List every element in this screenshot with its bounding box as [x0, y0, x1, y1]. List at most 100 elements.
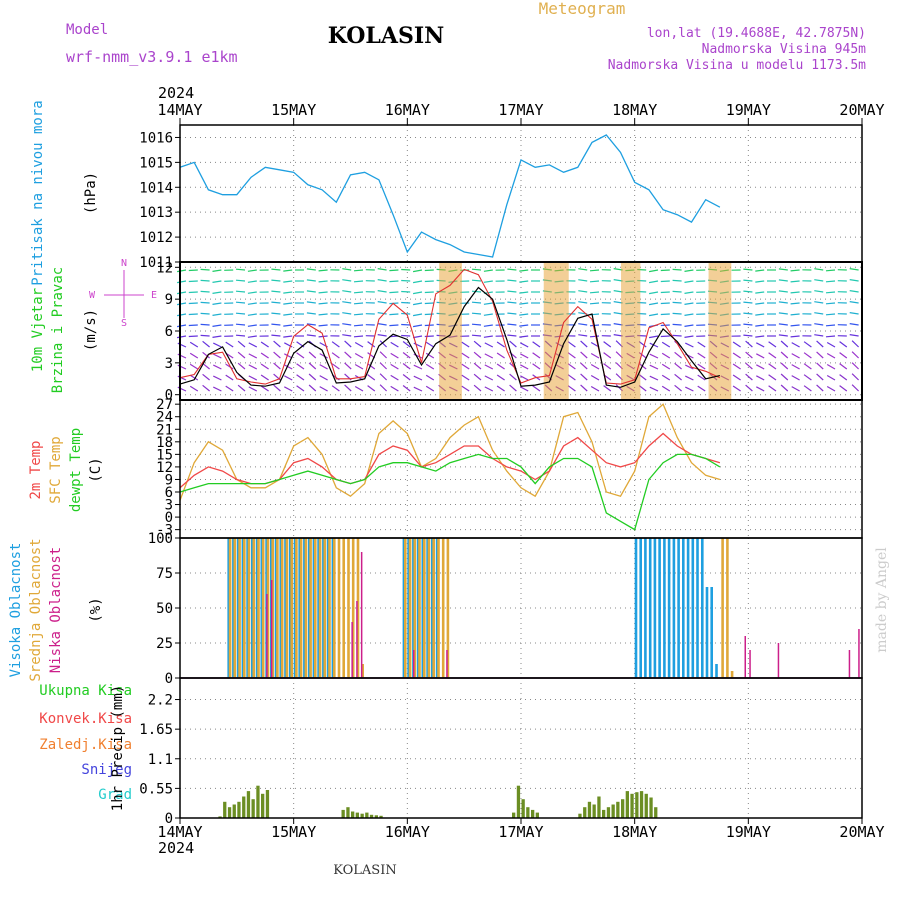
wind-barb: [188, 291, 198, 294]
wind-barb: [532, 363, 541, 370]
cloud-bar-1: [721, 538, 724, 678]
wind-barb: [520, 342, 529, 348]
date-label-bottom: 15MAY: [271, 823, 316, 841]
wind-barb: [814, 323, 824, 326]
wind-barb: [580, 351, 588, 359]
precip-bar: [251, 799, 255, 818]
wind-barb: [732, 385, 741, 392]
cloud-bar-0: [232, 538, 235, 678]
wind-barb: [791, 342, 800, 348]
date-label-bottom: 19MAY: [726, 823, 771, 841]
wind-band: [439, 262, 462, 400]
wind-barb: [790, 313, 800, 316]
wind-barb: [389, 280, 399, 283]
cloud-bar-1: [347, 538, 350, 678]
ytick-label-precip: 1.65: [139, 722, 173, 738]
wind-barb: [354, 385, 364, 392]
wind-barb: [212, 280, 222, 283]
ytick-label-temperature: 9: [165, 472, 173, 488]
wind-barb: [685, 386, 694, 392]
wind-barb: [484, 375, 494, 381]
wind-barb: [803, 385, 812, 392]
precip-bar: [592, 804, 596, 818]
wind-barb: [202, 384, 210, 392]
precip-bar: [218, 816, 222, 818]
cloud-bar-2: [777, 643, 780, 678]
wind-barb: [674, 373, 682, 381]
wind-barb: [225, 341, 234, 348]
wind-barb: [202, 373, 210, 381]
cloud-bar-1: [280, 538, 284, 678]
wind-barb: [379, 351, 388, 359]
cloud-bar-1: [404, 538, 407, 678]
cloud-bar-1: [432, 538, 435, 678]
wind-barb: [803, 374, 812, 381]
precip-bar: [223, 801, 227, 818]
cloud-bar-2: [749, 650, 751, 678]
cloud-bar-0: [284, 538, 287, 678]
precip-bar: [242, 796, 246, 818]
wind-barb: [697, 374, 706, 381]
wind-barb: [176, 313, 187, 317]
cloud-bar-0: [701, 538, 704, 678]
cloud-bar-0: [236, 538, 240, 678]
precip-bar: [611, 804, 615, 818]
wind-barb: [200, 334, 210, 337]
wind-barb: [424, 302, 434, 305]
wind-barb: [483, 302, 493, 305]
precip-bar: [341, 809, 345, 818]
wind-barb: [342, 334, 352, 337]
wind-barb: [590, 352, 600, 359]
wind-barb: [342, 290, 352, 293]
wind-barb: [816, 373, 824, 381]
wind-barb: [567, 341, 576, 348]
cloud-bar-0: [303, 538, 306, 678]
wind-barb: [402, 374, 411, 381]
wind-barb: [814, 312, 824, 315]
wind-barb: [507, 268, 517, 271]
wind-barb: [424, 335, 434, 338]
wind-unit: (m/s): [83, 309, 99, 351]
wind-barb: [354, 341, 364, 348]
wind-barb: [649, 386, 659, 392]
cloud-bar-1: [276, 538, 279, 678]
cloud-bar-0: [426, 538, 429, 678]
wind-barb: [377, 334, 387, 337]
wind-barb: [580, 373, 588, 381]
wind-barb: [603, 385, 612, 392]
wind-barb: [791, 364, 800, 370]
wind-barb: [674, 362, 682, 370]
wind-barb: [578, 323, 588, 326]
cloud-bar-1: [238, 538, 241, 678]
wind-barb: [401, 290, 411, 293]
wind-barb: [756, 375, 765, 381]
wind-barb: [661, 341, 671, 348]
ytick-label-wind: 12: [156, 260, 173, 276]
cloud-bar-1: [252, 538, 256, 678]
wind-barb: [401, 279, 411, 282]
wind-barb: [589, 335, 600, 338]
cloud-bar-1: [247, 538, 251, 678]
precip-bar: [246, 791, 251, 818]
wind-barb: [188, 324, 198, 327]
wind-barb: [353, 302, 364, 305]
wind-barb: [507, 301, 517, 304]
wind-barb: [814, 334, 824, 337]
wind-barb: [200, 268, 210, 271]
cloud-bar-1: [333, 538, 336, 678]
wind-barb: [402, 341, 411, 348]
ytick-label-clouds: 50: [156, 601, 173, 617]
wind-barb: [389, 291, 399, 294]
wind-barb: [471, 334, 482, 337]
wind-barb: [273, 340, 281, 348]
wind-barb: [248, 386, 258, 392]
wind-barb: [425, 352, 435, 359]
wind-barb: [825, 302, 836, 305]
wind-barb: [283, 291, 293, 294]
wind-barb: [202, 351, 210, 359]
wind-barb: [732, 363, 741, 370]
ytick-label-clouds: 75: [156, 566, 173, 582]
wind-barb: [425, 385, 435, 392]
wind-barb: [306, 334, 316, 337]
wind-barb: [412, 335, 423, 339]
